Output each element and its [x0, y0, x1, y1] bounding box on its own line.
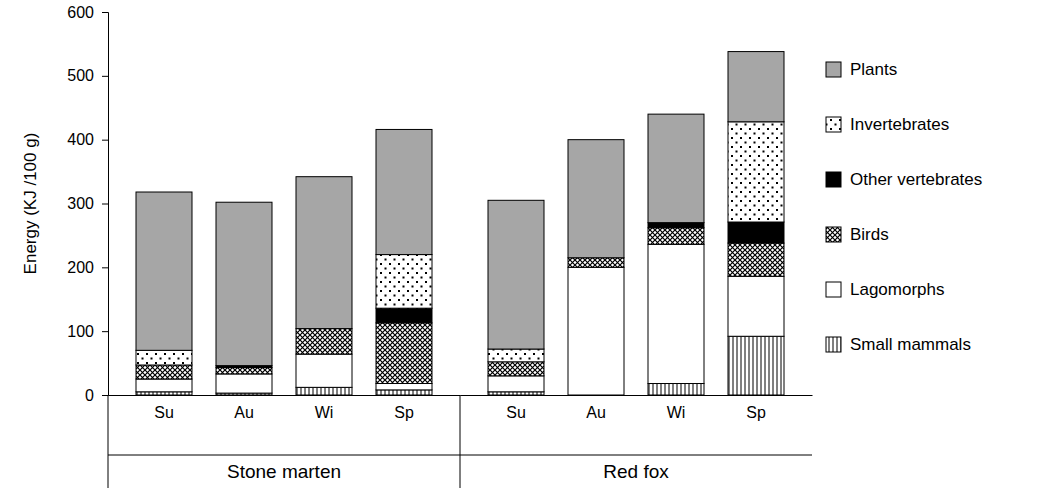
x-axis-line [461, 395, 813, 396]
legend-swatch [826, 62, 841, 77]
bar-segment [216, 368, 272, 374]
y-tick: 200 [67, 259, 108, 276]
y-tick-mark [102, 140, 108, 141]
bar-segment [728, 336, 784, 395]
bar-segment [296, 329, 352, 355]
x-tick-label: Sp [746, 404, 766, 421]
bar-segment [296, 354, 352, 387]
bar-segment [488, 376, 544, 392]
legend-swatch [826, 117, 841, 132]
bar-segment [728, 276, 784, 336]
y-tick-label: 200 [67, 259, 94, 276]
legend-label: Invertebrates [850, 115, 949, 134]
legend-label: Plants [850, 60, 897, 79]
legend-label: Small mammals [850, 335, 971, 354]
x-tick: Su [154, 395, 174, 421]
x-tick: Sp [746, 395, 766, 421]
group-label: Stone marten [227, 461, 341, 482]
bar-segment [376, 323, 432, 384]
x-tick: Au [586, 395, 606, 421]
bar-segment [136, 350, 192, 365]
bar-segment [648, 114, 704, 223]
y-tick: 300 [67, 195, 108, 212]
x-axis: Su Au Wi Sp [109, 395, 461, 421]
bar-segment [648, 384, 704, 395]
frame-line [108, 395, 109, 488]
x-tick: Sp [394, 395, 414, 421]
bar-segment [376, 255, 432, 309]
x-axis: Su Au Wi Sp [461, 395, 813, 421]
legend-swatch [826, 172, 841, 187]
group-label: Red fox [603, 461, 669, 482]
x-tick: Su [506, 395, 526, 421]
y-tick-label: 600 [67, 4, 94, 21]
y-tick-label: 100 [67, 323, 94, 340]
bar-segment [488, 200, 544, 349]
x-tick-label: Su [154, 404, 174, 421]
legend-label: Birds [850, 225, 889, 244]
bar-segment [488, 349, 544, 362]
bar-segment [376, 129, 432, 254]
y-tick-mark [102, 204, 108, 205]
bar-segment [728, 222, 784, 243]
y-tick-mark [102, 76, 108, 77]
bar-segment [376, 390, 432, 395]
y-tick-mark [102, 331, 108, 332]
bar-segment [488, 362, 544, 376]
legend-label: Lagomorphs [850, 280, 945, 299]
legend-swatch [826, 337, 841, 352]
bar-segment [376, 384, 432, 390]
x-tick: Wi [315, 395, 334, 421]
chart: 0 100 200 300 400 500 600 Su Au Wi Sp Stone marten S… [0, 0, 1057, 488]
y-tick: 600 [67, 4, 108, 21]
bar-segment [376, 308, 432, 323]
bar-segment [568, 258, 624, 268]
x-axis-line [109, 395, 461, 396]
y-tick-label: 400 [67, 131, 94, 148]
y-tick-label: 0 [85, 387, 94, 404]
bar-segment [728, 243, 784, 276]
y-tick-mark [102, 395, 108, 396]
bar-segment [216, 202, 272, 365]
bar-segment [728, 52, 784, 122]
legend-swatch [826, 227, 841, 242]
y-tick: 500 [67, 67, 108, 84]
bar-segment [648, 244, 704, 383]
bar-segment [136, 365, 192, 379]
bars [136, 52, 784, 395]
y-tick: 100 [67, 323, 108, 340]
y-tick-label: 300 [67, 195, 94, 212]
x-tick: Wi [667, 395, 686, 421]
group-divider [460, 395, 461, 488]
x-tick-label: Wi [315, 404, 334, 421]
bar-segment [568, 267, 624, 395]
bar-segment [648, 223, 704, 228]
legend-swatch [826, 282, 841, 297]
x-tick-label: Wi [667, 404, 686, 421]
bar-segment [648, 228, 704, 245]
y-tick-label: 500 [67, 67, 94, 84]
bar-segment [296, 387, 352, 395]
x-tick-label: Sp [394, 404, 414, 421]
x-tick-label: Su [506, 404, 526, 421]
y-tick: 400 [67, 131, 108, 148]
y-tick-mark [102, 12, 108, 13]
bar-segment [296, 177, 352, 329]
bar-segment [216, 374, 272, 393]
x-tick-label: Au [586, 404, 606, 421]
y-axis: 0 100 200 300 400 500 600 [67, 4, 108, 404]
frame-line [108, 455, 812, 456]
y-tick-mark [102, 267, 108, 268]
y-axis-title: Energy (KJ /100 g) [21, 133, 40, 275]
legend-label: Other vertebrates [850, 170, 982, 189]
x-tick: Au [234, 395, 254, 421]
bar-segment [136, 379, 192, 392]
y-tick: 0 [85, 387, 108, 404]
legend: Plants Invertebrates Other vertebrates Bird… [826, 60, 982, 354]
y-axis-line [102, 13, 109, 396]
bar-segment [136, 192, 192, 350]
x-tick-label: Au [234, 404, 254, 421]
bar-segment [728, 122, 784, 222]
bar-segment [568, 140, 624, 258]
